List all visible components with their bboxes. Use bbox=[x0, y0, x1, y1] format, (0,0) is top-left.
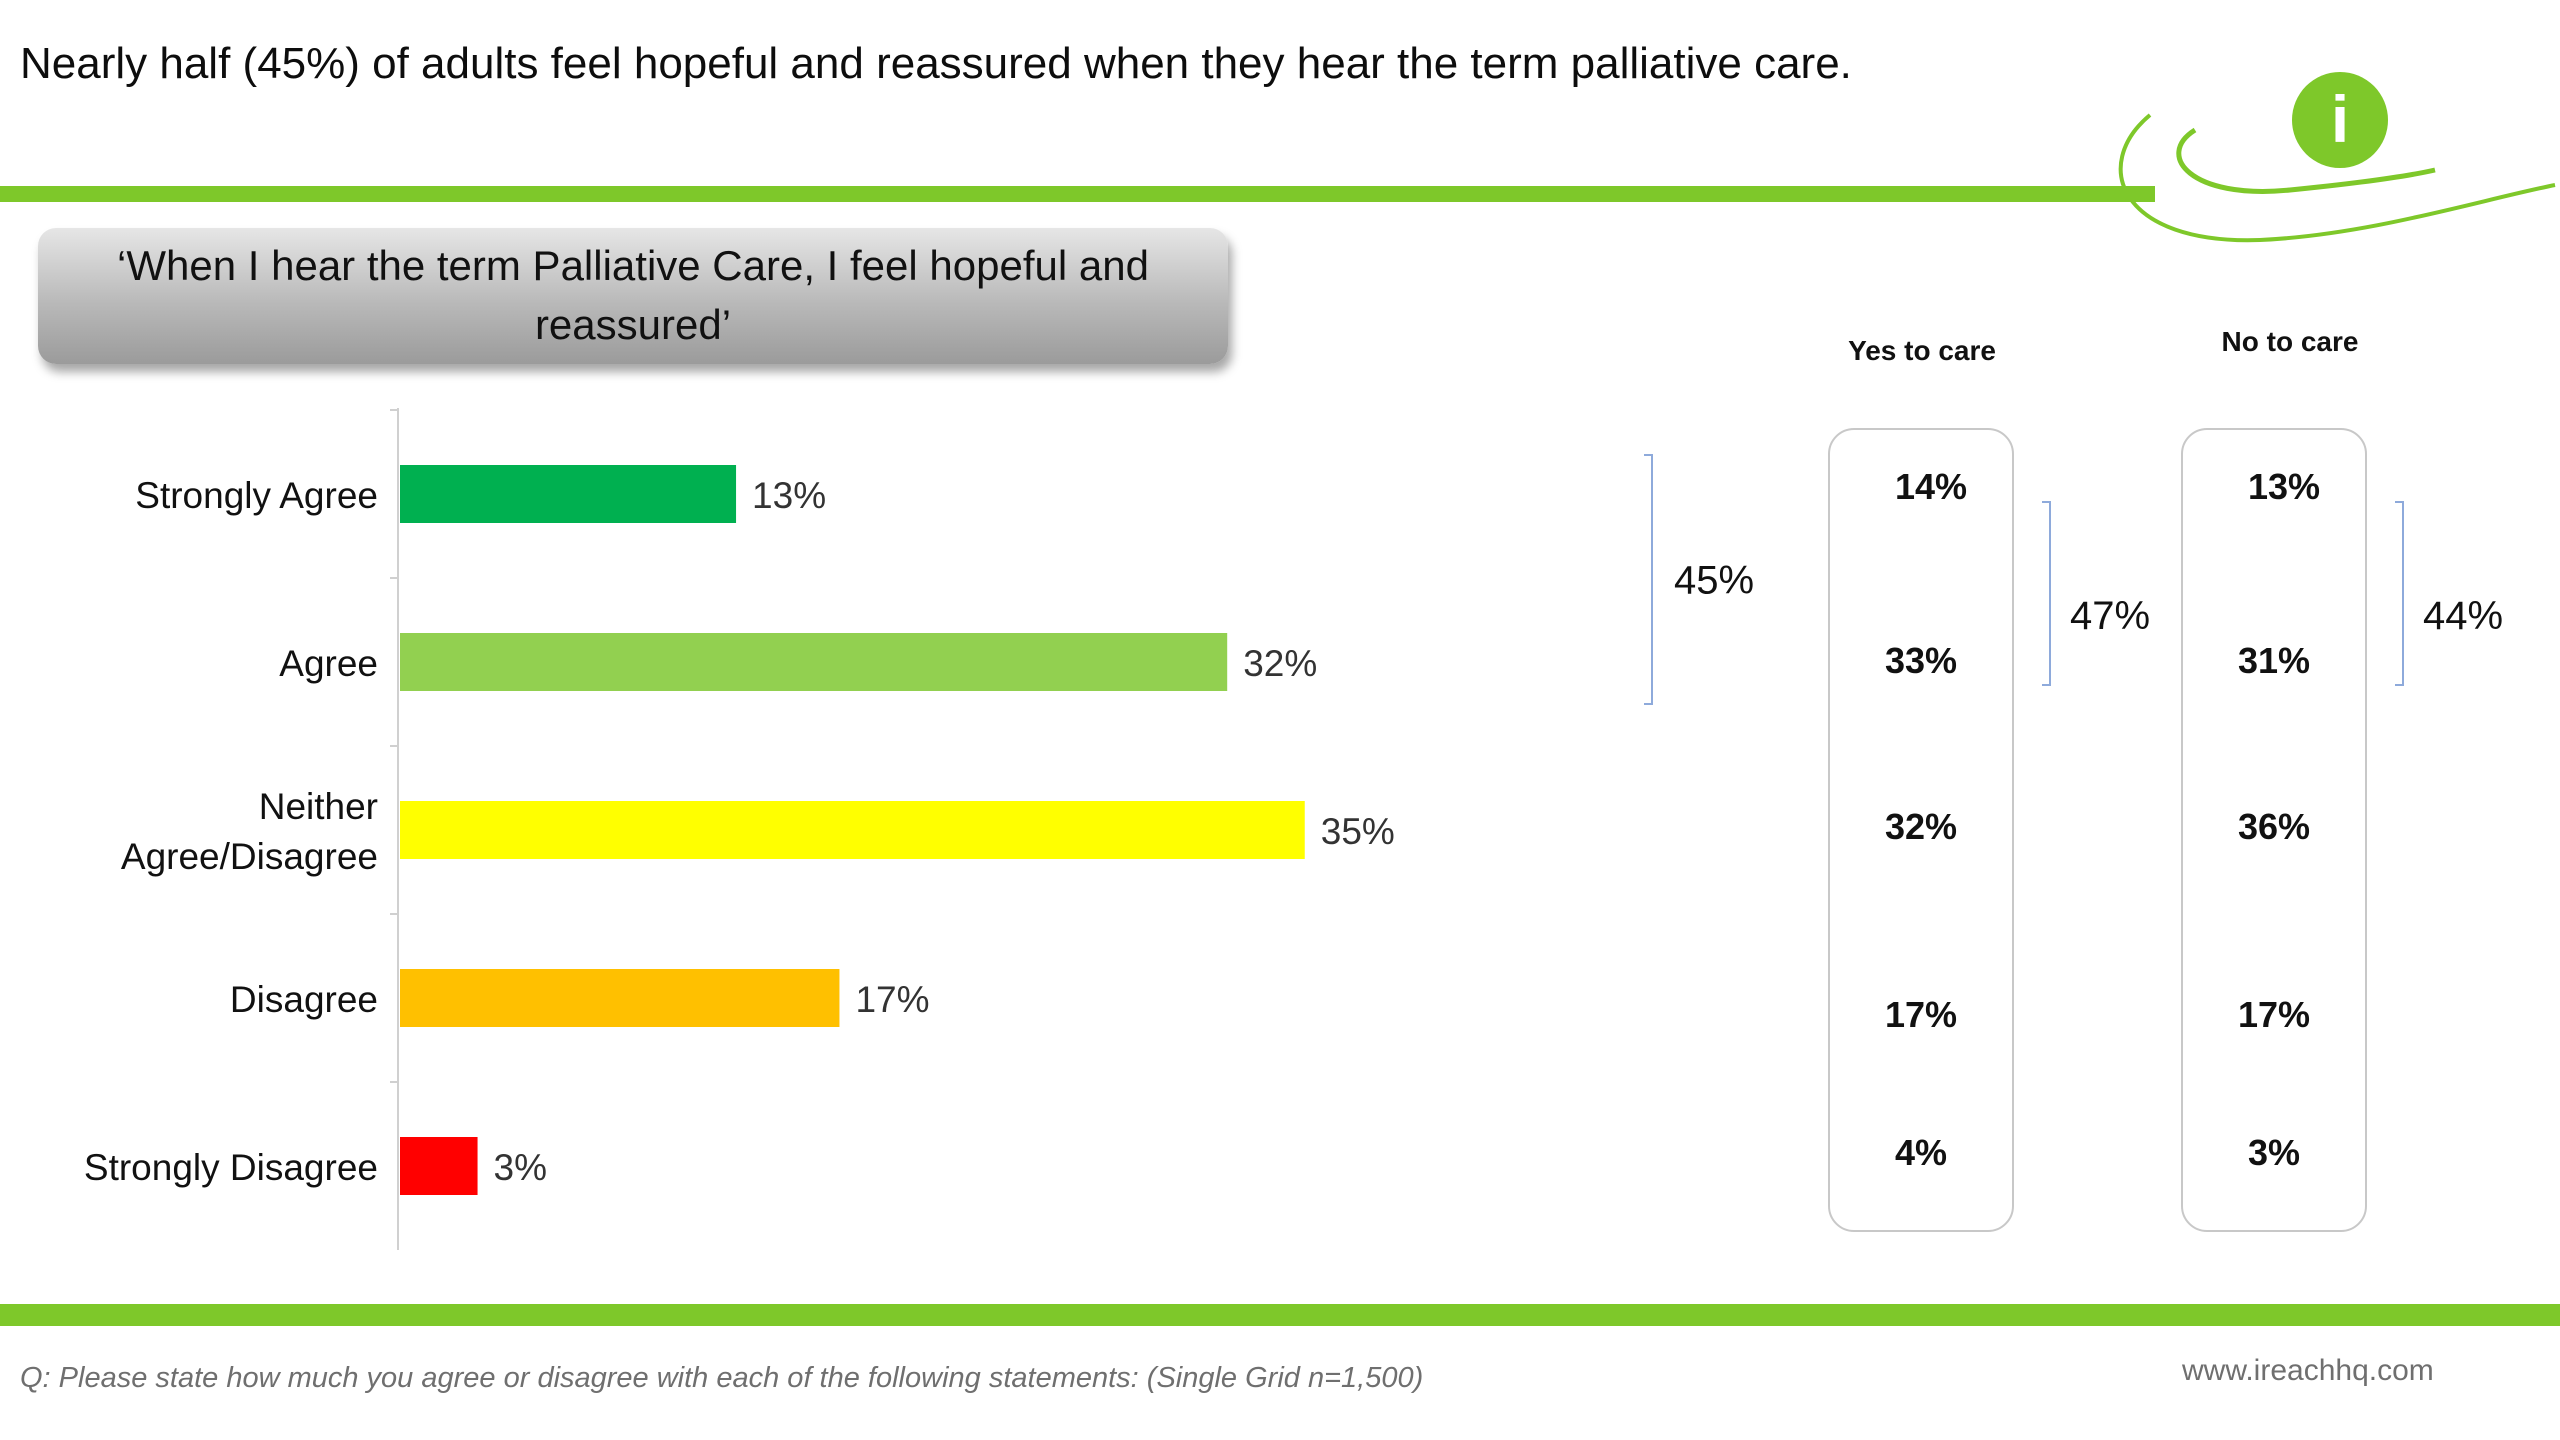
bar-value-label: 32% bbox=[1243, 643, 1317, 684]
no-to-care-value: 36% bbox=[2237, 806, 2311, 847]
bar-value-label: 17% bbox=[855, 979, 929, 1020]
no-to-care-value: 13% bbox=[2247, 466, 2321, 507]
bar-value-label: 35% bbox=[1321, 811, 1395, 852]
yes-to-care-value: 17% bbox=[1884, 994, 1958, 1035]
bar-4 bbox=[400, 1137, 478, 1195]
ireach-logo: i bbox=[2118, 72, 2556, 243]
question-footnote: Q: Please state how much you agree or di… bbox=[20, 1362, 1424, 1394]
category-label: Agree bbox=[279, 643, 378, 684]
no-to-care-bracket bbox=[2395, 501, 2404, 686]
yes-to-care-value: 14% bbox=[1894, 466, 1968, 507]
yes-to-care-column-box bbox=[1828, 428, 2014, 1232]
column-header-yes-to-care: Yes to care bbox=[1848, 335, 1996, 366]
yes-to-care-value: 32% bbox=[1884, 806, 1958, 847]
statement-text: ‘When I hear the term Palliative Care, I… bbox=[117, 242, 1149, 348]
top-two-bracket bbox=[1644, 454, 1653, 705]
info-icon bbox=[2292, 72, 2388, 168]
category-label: Strongly Disagree bbox=[84, 1147, 378, 1188]
bar-value-label: 13% bbox=[752, 475, 826, 516]
no-to-care-top-two-label: 44% bbox=[2423, 594, 2504, 638]
bracket-path bbox=[2042, 501, 2051, 686]
bar-1 bbox=[400, 633, 1228, 691]
slide-headline: Nearly half (45%) of adults feel hopeful… bbox=[20, 39, 1852, 88]
category-label: Strongly Agree bbox=[135, 475, 378, 516]
no-to-care-value: 17% bbox=[2237, 994, 2311, 1035]
bar-value-label: 3% bbox=[494, 1147, 547, 1188]
no-to-care-value: 3% bbox=[2247, 1132, 2301, 1173]
bottom-green-rule bbox=[0, 1304, 2560, 1326]
info-icon-letter: i bbox=[2331, 82, 2349, 156]
statement-box: ‘When I hear the term Palliative Care, I… bbox=[38, 228, 1228, 364]
bar-3 bbox=[400, 969, 840, 1027]
bracket-path bbox=[2395, 501, 2404, 686]
category-label: Agree/Disagree bbox=[121, 836, 378, 877]
category-label: Neither bbox=[259, 786, 378, 827]
bar-chart: 13% Strongly Agree 32% Agree 35% Neither Agree… bbox=[84, 408, 1754, 1250]
top-green-rule bbox=[0, 186, 2155, 202]
top-two-total-label: 45% bbox=[1674, 559, 1754, 603]
bar-2 bbox=[400, 801, 1305, 859]
yes-to-care-top-two-label: 47% bbox=[2070, 594, 2151, 638]
logo-swoosh-inner bbox=[2176, 127, 2436, 194]
no-to-care-value: 31% bbox=[2237, 640, 2311, 681]
yes-to-care-value: 33% bbox=[1884, 640, 1958, 681]
website-url: www.ireachhq.com bbox=[2182, 1354, 2434, 1387]
logo-swoosh-outer bbox=[2118, 113, 2556, 243]
category-label: Disagree bbox=[230, 979, 378, 1020]
yes-to-care-bracket bbox=[2042, 501, 2051, 686]
column-header-no-to-care: No to care bbox=[2221, 326, 2359, 357]
yes-to-care-value: 4% bbox=[1894, 1132, 1948, 1173]
no-to-care-column-box bbox=[2181, 428, 2367, 1232]
bar-0 bbox=[400, 465, 737, 523]
